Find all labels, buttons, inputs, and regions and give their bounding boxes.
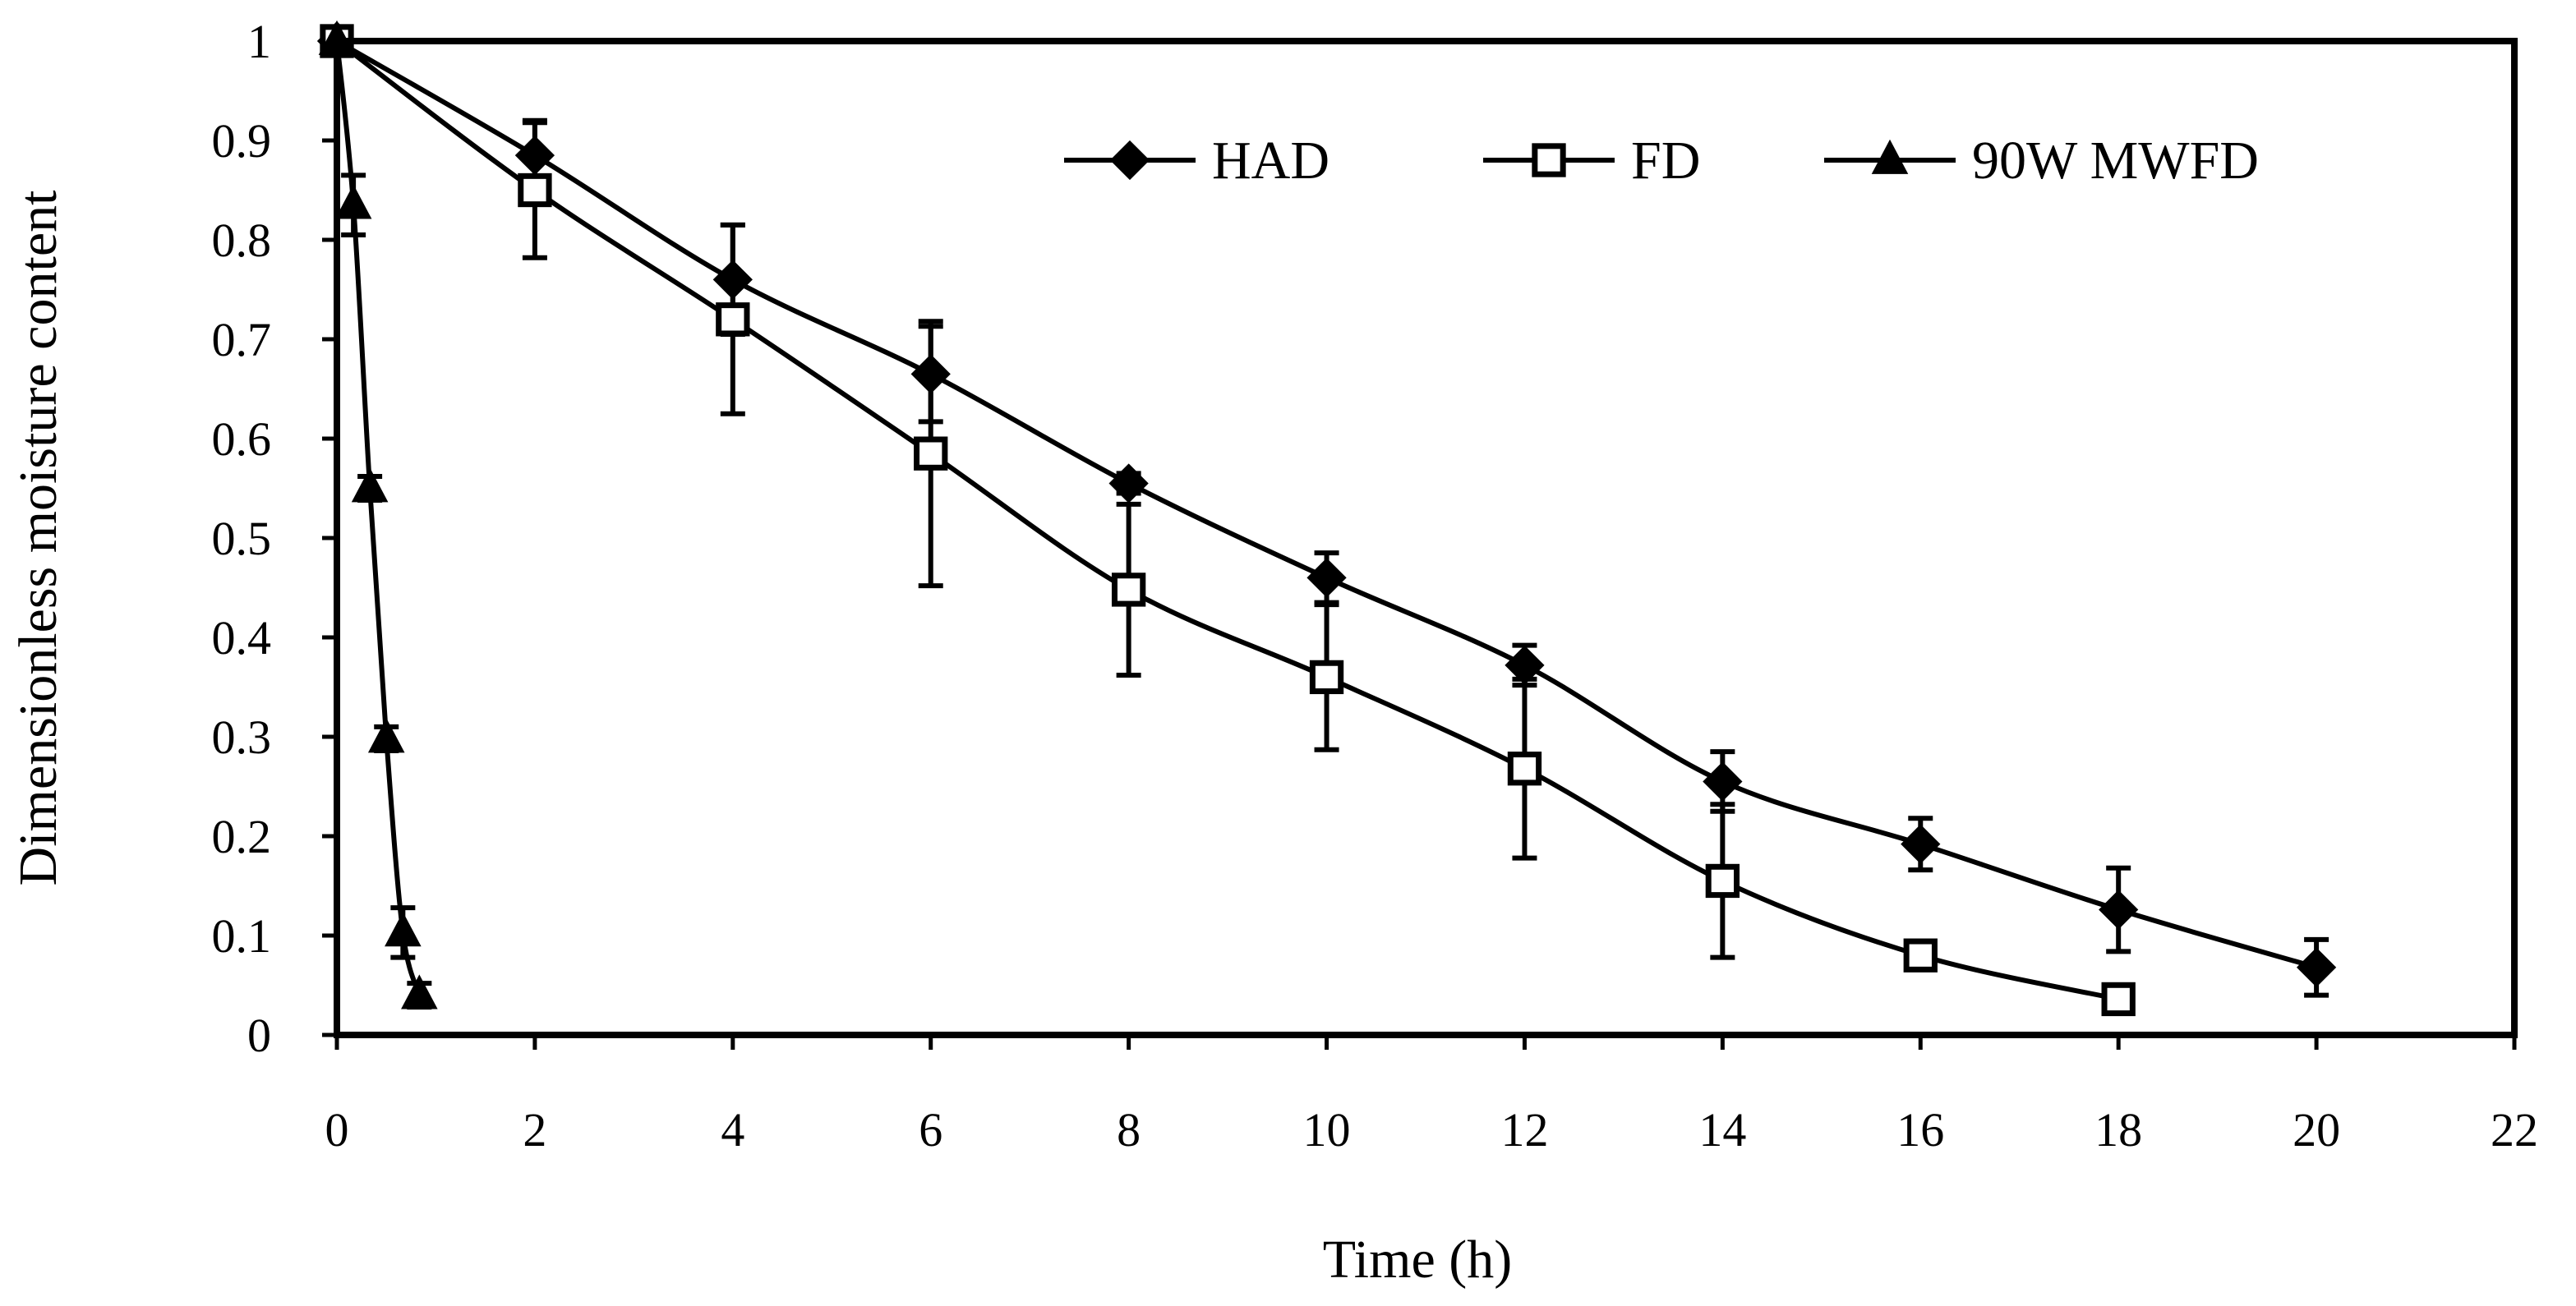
y-tick-label: 0.9 — [212, 114, 272, 168]
y-tick-label: 0.2 — [212, 810, 272, 863]
data-point-triangle — [385, 912, 422, 947]
y-tick-label: 0.1 — [212, 909, 272, 963]
data-point-diamond — [1703, 761, 1743, 802]
legend-item-fd: FD — [1483, 131, 1700, 191]
series-90w-mwfd — [318, 20, 438, 1010]
y-tick-label: 0.5 — [212, 512, 272, 565]
y-tick-label: 0.3 — [212, 710, 272, 764]
y-tick-label: 0.6 — [212, 412, 272, 466]
data-point-diamond — [1108, 463, 1149, 504]
x-tick-label: 22 — [2491, 1103, 2538, 1157]
series-line — [335, 39, 2119, 1002]
data-point-square — [1111, 573, 1146, 607]
legend-label: HAD — [1212, 131, 1329, 191]
data-point-triangle — [334, 184, 372, 219]
y-axis-title: Dimensionless moisture content — [8, 191, 68, 886]
data-point-square — [914, 436, 948, 471]
data-point-square — [1903, 938, 1938, 973]
x-tick-label: 2 — [523, 1103, 546, 1157]
x-tick-label: 8 — [1117, 1103, 1141, 1157]
data-point-square — [1507, 752, 1542, 786]
data-point-diamond — [1109, 140, 1150, 181]
data-point-diamond — [1901, 824, 1941, 864]
series-line — [334, 40, 422, 996]
x-tick-label: 16 — [1896, 1103, 1944, 1157]
data-point-square — [716, 302, 750, 337]
y-tick-label: 1 — [247, 15, 271, 68]
legend-label: FD — [1631, 131, 1700, 191]
data-point-triangle — [351, 467, 389, 503]
data-point-diamond — [2296, 947, 2337, 987]
data-point-diamond — [1306, 558, 1347, 598]
legend-item-90w-mwfd: 90W MWFD — [1824, 131, 2259, 191]
y-tick-label: 0.7 — [212, 313, 272, 366]
x-tick-label: 18 — [2094, 1103, 2142, 1157]
data-point-square — [2101, 982, 2136, 1017]
plot-area-frame — [334, 38, 2518, 1038]
legend-label: 90W MWFD — [1972, 131, 2259, 191]
x-tick-label: 10 — [1303, 1103, 1351, 1157]
data-point-square — [1309, 660, 1344, 695]
x-axis-title: Time (h) — [1323, 1230, 1512, 1290]
data-point-triangle — [367, 718, 405, 753]
data-point-square — [1532, 143, 1566, 177]
series-layer — [316, 20, 2337, 1017]
x-tick-label: 20 — [2293, 1103, 2340, 1157]
data-point-diamond — [2099, 890, 2139, 930]
data-point-square — [1705, 863, 1740, 899]
data-point-triangle — [1871, 139, 1909, 174]
series-fd — [320, 24, 2136, 1017]
x-axis-ticks: 0 2 4 6 8 10 12 14 16 18 20 22 — [325, 1035, 2538, 1157]
y-tick-label: 0.4 — [212, 611, 272, 664]
y-tick-label: 0 — [247, 1009, 271, 1062]
x-tick-label: 12 — [1500, 1103, 1548, 1157]
x-tick-label: 4 — [721, 1103, 744, 1157]
x-tick-label: 0 — [325, 1103, 349, 1157]
x-tick-label: 14 — [1698, 1103, 1746, 1157]
legend-item-had: HAD — [1064, 131, 1329, 191]
x-tick-label: 6 — [919, 1103, 942, 1157]
legend: HAD FD 90W MWFD — [1064, 131, 2259, 191]
y-axis-ticks: 0 0.1 0.2 0.3 0.4 0.5 0.6 0.7 0.8 0.9 1 — [212, 15, 337, 1062]
data-point-triangle — [401, 974, 438, 1009]
y-tick-label: 0.8 — [212, 214, 272, 267]
data-point-square — [518, 172, 552, 208]
